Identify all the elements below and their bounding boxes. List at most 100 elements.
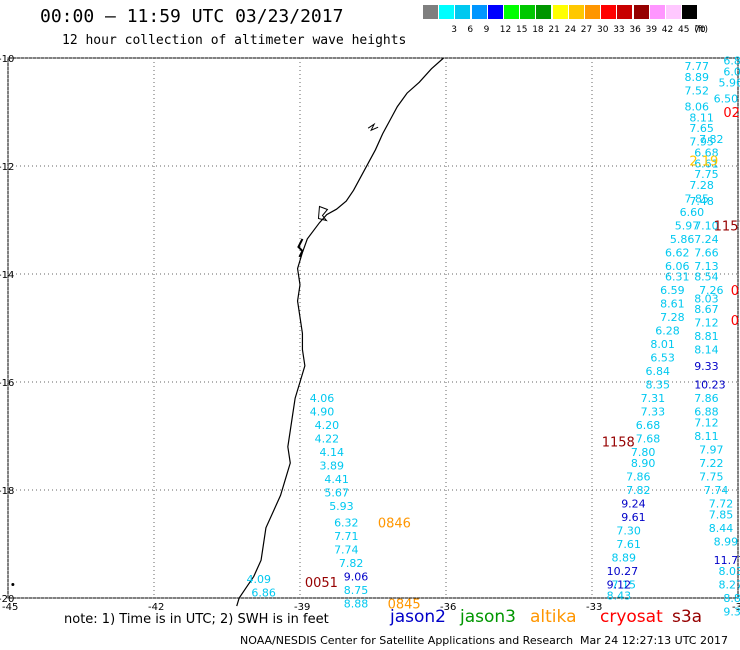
swh-value: 7.10 <box>694 219 719 232</box>
pass-time-label: 0845 <box>388 597 421 612</box>
swh-value: 6.31 <box>665 271 690 284</box>
swh-value: 7.65 <box>689 122 714 135</box>
swh-value: 7.22 <box>699 457 724 470</box>
swh-value: 9.33 <box>694 360 719 373</box>
swh-value: 7.66 <box>694 246 719 259</box>
swh-value: 7.95 <box>689 136 714 149</box>
legend-swatch <box>504 5 519 19</box>
swh-value: 6.86 <box>251 587 275 600</box>
satellite-legend-altika: altika <box>530 607 577 627</box>
legend-label: 3 <box>451 25 457 35</box>
lon-tick-label: -36 <box>440 602 456 613</box>
pass-time-label: 0846 <box>378 516 411 531</box>
legend-label: 12 <box>499 25 512 35</box>
chart-subtitle: 12 hour collection of altimeter wave hei… <box>62 33 407 48</box>
swh-value: 4.09 <box>246 573 271 586</box>
swh-value: 8.88 <box>344 597 369 610</box>
swh-value: 5.93 <box>329 500 354 513</box>
legend-swatch <box>666 5 681 19</box>
swh-value: 7.26 <box>699 284 724 297</box>
lon-tick-label: -33 <box>586 602 602 613</box>
swh-value: 7.82 <box>339 557 364 570</box>
legend-swatch <box>552 5 568 19</box>
swh-value: 7.74 <box>334 543 359 556</box>
swh-value: 8.27 <box>719 579 740 592</box>
swh-value: 4.22 <box>315 433 340 446</box>
swh-value: 7.28 <box>660 311 685 324</box>
pass-time-label: 0051 <box>305 576 338 591</box>
swh-value: 6.88 <box>694 406 719 419</box>
swh-value: 7.48 <box>689 195 714 208</box>
swh-value: 7.80 <box>631 446 656 459</box>
swh-value: 6.89 <box>723 55 740 68</box>
lat-tick-label: -16 <box>0 378 14 389</box>
swh-value: 7.75 <box>699 471 724 484</box>
coastline-islands <box>297 238 304 258</box>
swh-value: 7.30 <box>616 525 641 538</box>
legend-label: 39 <box>645 25 658 35</box>
swh-value: 9.61 <box>621 511 646 524</box>
swh-value: 7.33 <box>641 406 666 419</box>
swh-value: 4.41 <box>324 473 349 486</box>
legend-label: 42 <box>661 25 674 35</box>
swh-value: 8.35 <box>646 379 671 392</box>
swh-value: 8.14 <box>694 344 719 357</box>
swh-value: 7.72 <box>709 498 734 511</box>
footnote: note: 1) Time is in UTC; 2) SWH is in fe… <box>64 612 329 627</box>
swh-value: 6.62 <box>665 246 690 259</box>
swh-value: 3.89 <box>319 460 344 473</box>
swh-value: 6.59 <box>660 284 685 297</box>
swh-value: 9.3 <box>723 606 740 619</box>
legend-swatch <box>455 5 471 19</box>
swh-value: 6.50 <box>714 93 739 106</box>
swh-value: 9.24 <box>621 498 646 511</box>
legend-swatch <box>536 5 552 19</box>
swh-value: 7.12 <box>694 417 719 430</box>
legend-label: 15 <box>516 25 528 35</box>
pass-time-label: 2.19 <box>689 155 718 170</box>
satellite-legend-s3a: s3a <box>672 607 703 627</box>
swh-value: 7.71 <box>334 530 359 543</box>
swh-value: 10.23 <box>694 379 726 392</box>
swh-value: 8.89 <box>611 552 636 565</box>
swh-value: 9.12 <box>607 579 632 592</box>
swh-value: 7.68 <box>636 433 661 446</box>
lon-tick-label: -30 <box>732 602 740 613</box>
swh-value: 8.8 <box>723 592 740 605</box>
lat-tick-label: -10 <box>0 54 14 65</box>
legend-swatch <box>585 5 600 19</box>
swh-value: 10.27 <box>607 565 639 578</box>
swh-value: 6.60 <box>680 206 705 219</box>
legend-label: 21 <box>548 25 560 35</box>
swh-value: 5.86 <box>670 233 695 246</box>
swh-value: 8.67 <box>694 303 719 316</box>
swh-value: 7.97 <box>699 444 724 457</box>
swh-value: 8.03 <box>694 292 719 305</box>
swh-value: 7.77 <box>684 60 709 73</box>
legend-swatch <box>568 5 584 19</box>
satellite-legend-jason2: jason2 <box>390 607 446 627</box>
credit-line: NOAA/NESDIS Center for Satellite Applica… <box>240 634 574 647</box>
swh-value: 8.99 <box>714 535 739 548</box>
swh-value: 4.20 <box>315 419 340 432</box>
swh-value: 8.90 <box>631 457 656 470</box>
legend-swatch <box>649 5 665 19</box>
legend-label: 30 <box>597 25 609 35</box>
legend-label: 9 <box>483 25 490 35</box>
swh-value: 7.31 <box>641 392 666 405</box>
swh-value: 8.75 <box>344 584 369 597</box>
legend-swatch <box>601 5 617 19</box>
legend-label: 6 <box>467 25 474 35</box>
swh-value: 7.86 <box>694 392 719 405</box>
swh-value: 6.68 <box>636 419 661 432</box>
lat-tick-label: -18 <box>0 486 14 497</box>
legend-swatch <box>423 5 438 19</box>
swh-value: 7.82 <box>626 484 651 497</box>
swh-value: 4.06 <box>310 392 335 405</box>
swh-value: 8.89 <box>684 71 709 84</box>
swh-value: 11.77 <box>714 554 740 567</box>
coastline-inlet <box>367 122 379 132</box>
legend-swatch <box>617 5 633 19</box>
satellite-legend-jason3: jason3 <box>460 607 516 627</box>
